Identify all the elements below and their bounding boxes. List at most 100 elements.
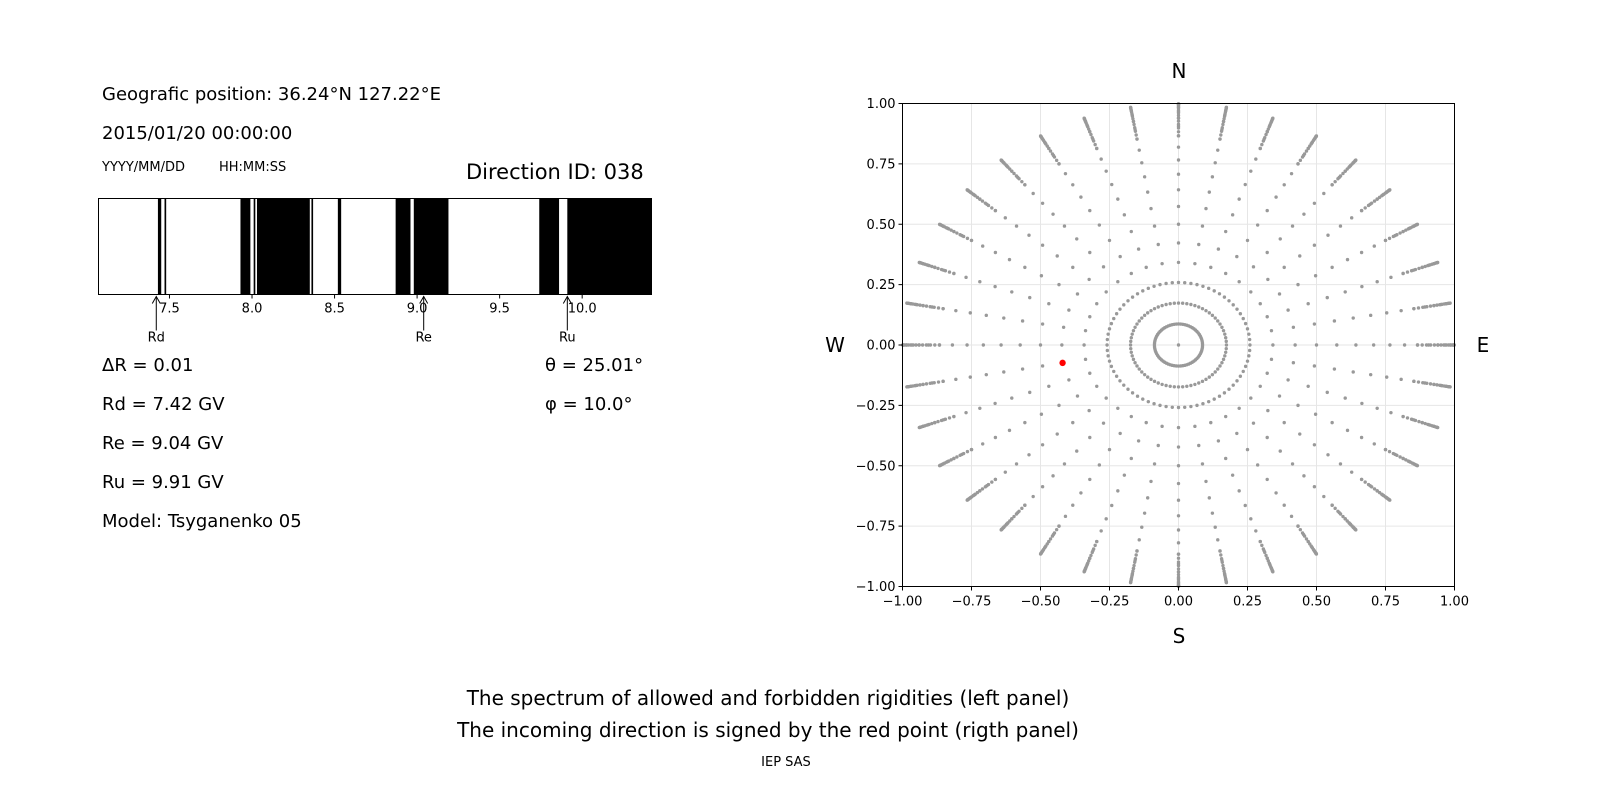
direction-grid-point: [1156, 443, 1160, 448]
direction-grid-point: [1128, 580, 1133, 585]
direction-grid-point: [1002, 316, 1006, 320]
compass-west: W: [825, 333, 845, 357]
direction-grid-point: [965, 343, 969, 347]
direction-grid-point: [1237, 406, 1241, 410]
direction-grid-point: [1106, 354, 1110, 358]
direction-grid-point: [1369, 485, 1374, 489]
direction-grid-point: [1383, 238, 1388, 243]
direction-grid-point: [1375, 197, 1379, 201]
direction-grid-point: [928, 381, 932, 386]
direction-grid-point: [1137, 367, 1141, 371]
direction-grid-point: [1363, 480, 1367, 484]
spectrum-tick-label: 9.0: [407, 302, 428, 317]
direction-grid-point: [981, 442, 985, 446]
direction-grid-point: [1302, 534, 1307, 538]
direction-grid-point: [1104, 517, 1108, 521]
direction-grid-point: [1238, 374, 1243, 378]
direction-grid-point: [1176, 385, 1181, 389]
direction-grid-point: [1385, 311, 1389, 315]
direction-grid-point: [1349, 470, 1354, 474]
direction-grid-point: [1174, 322, 1179, 326]
direction-grid-point: [1216, 367, 1220, 371]
direction-grid-point: [1227, 387, 1231, 391]
direction-grid-point: [1338, 462, 1343, 466]
direction-grid-point: [1189, 383, 1193, 388]
x-tick-label: −0.50: [1021, 595, 1061, 610]
direction-grid-point: [1090, 550, 1094, 555]
direction-grid-point: [1133, 560, 1137, 564]
direction-grid-point: [1278, 449, 1282, 453]
direction-grid-point: [1071, 503, 1075, 507]
y-tick-label: 0.25: [867, 278, 896, 293]
direction-grid-point: [1122, 213, 1127, 217]
direction-grid-point: [1133, 325, 1137, 329]
compass-south: S: [1173, 624, 1186, 648]
direction-grid-point: [1023, 183, 1027, 187]
direction-grid-point: [1421, 305, 1425, 310]
direction-grid-point: [1088, 208, 1092, 213]
direction-grid-point: [1087, 277, 1091, 282]
direction-grid-point: [1218, 322, 1222, 326]
credit: IEP SAS: [761, 755, 811, 770]
direction-grid-point: [1007, 257, 1012, 262]
direction-grid-point: [1265, 315, 1269, 319]
direction-grid-point: [1183, 281, 1187, 285]
direction-grid-point: [1020, 506, 1024, 511]
direction-grid-point: [1282, 183, 1286, 187]
direction-grid-point: [930, 264, 934, 269]
direction-grid-point: [1424, 343, 1429, 347]
direction-grid-point: [1286, 308, 1290, 312]
direction-grid-point: [1176, 122, 1181, 127]
direction-grid-point: [1170, 405, 1174, 409]
forbidden-bands: [157, 198, 652, 295]
direction-grid-point: [1003, 470, 1008, 474]
direction-grid-point: [1137, 319, 1141, 323]
y-tick-label: −0.25: [856, 399, 896, 414]
direction-grid-point: [1142, 313, 1147, 318]
direction-grid-point: [1140, 161, 1144, 165]
direction-grid-point: [1010, 169, 1014, 173]
direction-grid-point: [1136, 247, 1141, 251]
direction-grid-point: [1031, 191, 1035, 196]
direction-grid-point: [1176, 280, 1181, 285]
direction-grid-point: [1164, 404, 1168, 409]
direction-grid-point: [1296, 403, 1300, 408]
direction-grid-point: [1176, 560, 1181, 564]
direction-grid-point: [1230, 213, 1235, 217]
direction-grid-point: [1204, 206, 1208, 211]
direction-grid-point: [1217, 394, 1222, 398]
direction-grid-point: [1428, 382, 1433, 386]
direction-grid-point: [1216, 247, 1221, 251]
marker-arrowhead: [151, 295, 161, 304]
direction-grid-point: [1040, 443, 1045, 447]
direction-grid-point: [1176, 481, 1181, 486]
direction-grid-point: [1052, 531, 1057, 535]
direction-grid-point: [943, 417, 948, 421]
direction-grid-point: [1265, 435, 1269, 440]
direction-grid-point: [1142, 175, 1147, 179]
direction-grid-point: [1405, 416, 1410, 420]
direction-grid-point: [1213, 525, 1217, 529]
direction-grid-point: [1132, 563, 1136, 568]
direction-grid-point: [1160, 303, 1164, 308]
direction-grid-point: [1212, 289, 1216, 293]
direction-grid-point: [1312, 443, 1317, 447]
direction-grid-point: [1401, 414, 1405, 419]
direction-grid-point: [1212, 397, 1216, 401]
direction-grid-point: [1312, 243, 1317, 247]
direction-grid-point: [1145, 190, 1150, 194]
direction-grid-point: [1290, 462, 1295, 466]
direction-grid-point: [1129, 350, 1134, 354]
direction-grid-point: [1375, 280, 1379, 284]
direction-grid-point: [1210, 313, 1215, 318]
direction-grid-point: [1223, 229, 1228, 234]
direction-grid-point: [1245, 359, 1250, 363]
direction-grid-point: [1224, 339, 1228, 344]
direction-grid-point: [1218, 364, 1222, 368]
direction-grid-point: [1412, 379, 1416, 384]
direction-grid-point: [1075, 292, 1080, 296]
direction-grid-point: [1322, 191, 1326, 196]
direction-grid-point: [1176, 556, 1181, 560]
direction-grid-point: [1176, 113, 1181, 118]
direction-grid-point: [1420, 343, 1424, 347]
